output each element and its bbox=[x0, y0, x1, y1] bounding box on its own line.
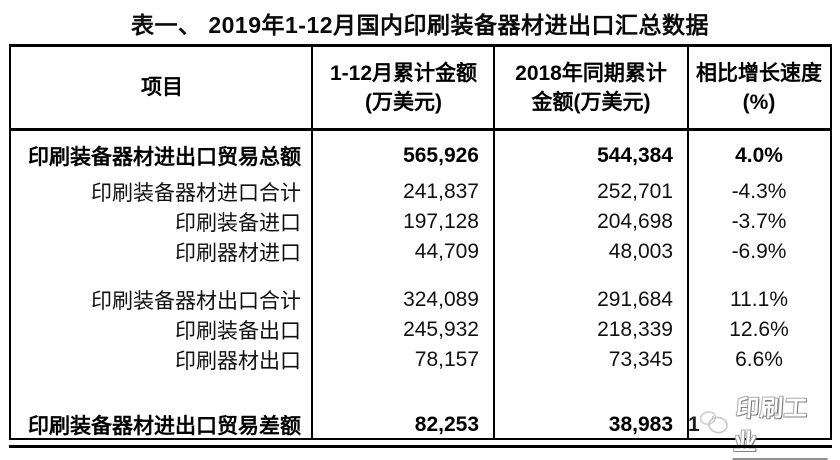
header-cell-growth: 相比增长速度 (%) bbox=[696, 61, 822, 114]
growth-cell: -4.3% bbox=[731, 180, 787, 203]
table-row: 印刷器材出口 78,157 73,345 6.6% bbox=[11, 345, 830, 375]
amount-2019-cell: 197,128 bbox=[403, 210, 479, 233]
amount-2018-cell: 291,684 bbox=[597, 288, 673, 311]
amount-2018-cell: 544,384 bbox=[597, 144, 673, 167]
row-label: 印刷装备进口 bbox=[175, 212, 301, 235]
amount-2018-cell: 252,701 bbox=[597, 180, 673, 203]
amount-2018-cell: 73,345 bbox=[608, 348, 673, 371]
table-row: 印刷器材进口 44,709 48,003 -6.9% bbox=[11, 237, 830, 267]
header-cell-item: 项目 bbox=[141, 76, 183, 99]
row-label: 印刷器材出口 bbox=[175, 350, 301, 373]
bottom-rule bbox=[9, 445, 832, 448]
growth-cell: 4.0% bbox=[735, 144, 783, 167]
row-label: 印刷装备器材进口合计 bbox=[91, 182, 301, 205]
growth-cell: 6.6% bbox=[735, 348, 783, 371]
row-label: 印刷器材进口 bbox=[175, 242, 301, 265]
row-label: 印刷装备器材进出口贸易差额 bbox=[28, 414, 301, 438]
table-row: 印刷装备器材进出口贸易差额 82,253 38,983 1 印刷工业 bbox=[11, 389, 833, 460]
row-label: 印刷装备器材出口合计 bbox=[91, 290, 301, 313]
amount-2018-cell: 38,983 bbox=[608, 412, 673, 436]
amount-2019-cell: 82,253 bbox=[414, 412, 479, 436]
growth-cell: -6.9% bbox=[731, 240, 787, 263]
column-rule bbox=[687, 47, 689, 438]
header-cell-amount-2018: 2018年同期累计 金额(万美元) bbox=[515, 61, 667, 114]
page-title: 表一、 2019年1-12月国内印刷装备器材进出口汇总数据 bbox=[130, 12, 710, 38]
table-row: 印刷装备器材进口合计 241,837 252,701 -4.3% bbox=[11, 177, 830, 207]
amount-2018-cell: 204,698 bbox=[597, 210, 673, 233]
amount-2018-cell: 48,003 bbox=[608, 240, 673, 263]
growth-cell: 12.6% bbox=[729, 318, 789, 341]
group-gap bbox=[11, 375, 830, 389]
header-row: 项目 1-12月累计金额 (万美元) 2018年同期累计 金额(万美元) 相比增… bbox=[11, 47, 830, 131]
column-rule bbox=[311, 47, 313, 438]
table-row: 印刷装备出口 245,932 218,339 12.6% bbox=[11, 315, 830, 345]
amount-2018-cell: 218,339 bbox=[597, 318, 673, 341]
amount-2019-cell: 245,932 bbox=[403, 318, 479, 341]
watermark-logo-icon bbox=[699, 409, 733, 441]
amount-2019-cell: 565,926 bbox=[403, 144, 479, 167]
amount-2019-cell: 44,709 bbox=[414, 240, 479, 263]
amount-2019-cell: 241,837 bbox=[403, 180, 479, 203]
watermark: 印刷工业 bbox=[699, 389, 833, 460]
amount-2019-cell: 78,157 bbox=[414, 348, 479, 371]
amount-2019-cell: 324,089 bbox=[403, 288, 479, 311]
table-row: 印刷装备器材进出口贸易总额 565,926 544,384 4.0% bbox=[11, 135, 830, 177]
row-label: 印刷装备器材进出口贸易总额 bbox=[28, 146, 301, 169]
column-rule bbox=[493, 47, 495, 438]
table-body: 印刷装备器材进出口贸易总额 565,926 544,384 4.0% 印刷装备器… bbox=[11, 131, 833, 460]
growth-cell: 11.1% bbox=[730, 288, 788, 311]
table-row: 印刷装备器材出口合计 324,089 291,684 11.1% bbox=[11, 285, 830, 315]
growth-cell: 1 印刷工业 bbox=[688, 389, 833, 460]
data-table: 项目 1-12月累计金额 (万美元) 2018年同期累计 金额(万美元) 相比增… bbox=[9, 44, 833, 460]
table-row: 印刷装备进口 197,128 204,698 -3.7% bbox=[11, 207, 830, 237]
row-label: 印刷装备出口 bbox=[175, 320, 301, 343]
growth-cell: -3.7% bbox=[731, 210, 787, 233]
watermark-text: 印刷工业 bbox=[732, 389, 833, 460]
header-cell-amount-2019: 1-12月累计金额 (万美元) bbox=[329, 61, 478, 114]
group-gap bbox=[11, 267, 830, 285]
obscured-growth-digit: 1 bbox=[688, 412, 700, 436]
